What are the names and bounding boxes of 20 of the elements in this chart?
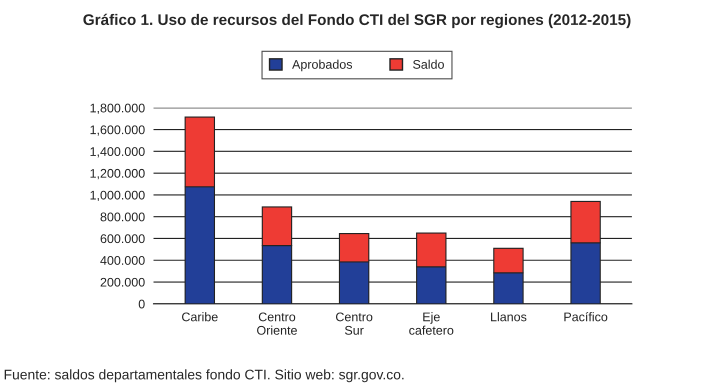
x-tick-label: Centro Oriente xyxy=(257,312,297,335)
source-note: Fuente: saldos departamentales fondo CTI. Sitio web: sgr.gov.co. xyxy=(4,369,404,382)
x-tick-label: Centro Sur xyxy=(336,312,372,335)
y-tick-label: 200.000 xyxy=(100,278,145,287)
y-tick-label: 600.000 xyxy=(100,234,145,244)
legend-label: Aprobados xyxy=(292,60,352,72)
legend-label: Saldo xyxy=(413,60,444,69)
x-tick-label: Llanos xyxy=(491,312,526,322)
y-tick-label: 1,600.000 xyxy=(90,125,145,136)
x-tick-label: Pacífico xyxy=(564,312,608,322)
y-tick-label: 0 xyxy=(138,300,145,308)
chart-title: Gráfico 1. Uso de recursos del Fondo CTI del SGR por regiones (2012-2015) xyxy=(83,14,630,28)
y-tick-label: 1,400.000 xyxy=(90,147,145,158)
y-tick-label: 1,800.000 xyxy=(90,104,145,114)
x-tick-label: Eje cafetero xyxy=(409,312,454,335)
y-tick-label: 1,000.000 xyxy=(90,190,145,202)
y-tick-label: 400.000 xyxy=(100,256,145,265)
y-tick-label: 1,200.000 xyxy=(90,168,145,180)
y-tick-label: 800.000 xyxy=(100,212,145,222)
x-tick-label: Caribe xyxy=(182,312,218,322)
